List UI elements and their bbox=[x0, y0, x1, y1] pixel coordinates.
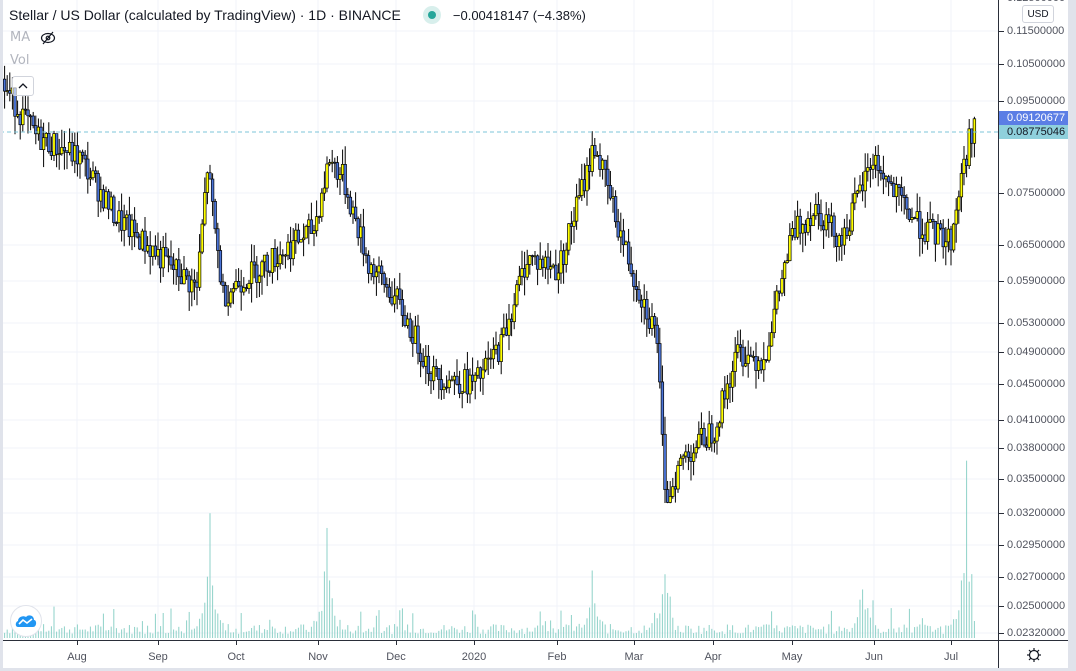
price-tick-mark bbox=[999, 245, 1004, 246]
right-scrollbar[interactable] bbox=[1068, 0, 1076, 671]
price-tick-mark bbox=[999, 352, 1004, 353]
price-tick-mark bbox=[999, 513, 1004, 514]
time-tick-mark bbox=[474, 641, 475, 645]
symbol-legend: Stellar / US Dollar (calculated by Tradi… bbox=[9, 6, 586, 24]
time-tick-label: Nov bbox=[308, 651, 328, 663]
price-tick-label: 0.07500000 bbox=[1007, 187, 1066, 199]
time-tick-mark bbox=[158, 641, 159, 645]
price-tick-mark bbox=[999, 31, 1004, 32]
time-tick-mark bbox=[713, 641, 714, 645]
price-tick-label: 0.06500000 bbox=[1007, 239, 1066, 251]
price-tick-label: 0.02320000 bbox=[1007, 627, 1066, 639]
ma-label: MA bbox=[10, 30, 31, 45]
time-tick-label: Jun bbox=[865, 651, 883, 663]
time-tick-mark bbox=[77, 641, 78, 645]
time-tick-mark bbox=[874, 641, 875, 645]
price-tick-label: 0.02500000 bbox=[1007, 600, 1066, 612]
volume-bars bbox=[1, 460, 975, 638]
price-tick-mark bbox=[999, 420, 1004, 421]
left-border bbox=[0, 0, 3, 671]
price-tick-label: 0.03200000 bbox=[1007, 507, 1066, 519]
price-badge: 0.09120677 bbox=[999, 111, 1069, 125]
price-tick-mark bbox=[999, 323, 1004, 324]
price-tick-mark bbox=[999, 633, 1004, 634]
price-tick-mark bbox=[999, 545, 1004, 546]
price-tick-label: 0.12500000 bbox=[1007, 0, 1065, 4]
price-tick-mark bbox=[999, 101, 1004, 102]
time-tick-label: May bbox=[781, 651, 803, 663]
price-axis[interactable]: USD 0.12500000 0.11500000 0.10500000 0.0950… bbox=[998, 0, 1069, 640]
tradingview-logo-button[interactable] bbox=[10, 605, 42, 637]
time-tick-label: Feb bbox=[547, 651, 567, 663]
price-tick-label: 0.05900000 bbox=[1007, 275, 1066, 287]
price-badge: 0.08775046 bbox=[999, 125, 1069, 139]
time-tick-label: Jul bbox=[943, 651, 959, 663]
collapse-legend-button[interactable] bbox=[12, 76, 34, 96]
price-tick-mark bbox=[999, 281, 1004, 282]
time-tick-mark bbox=[634, 641, 635, 645]
price-tick-label: 0.04900000 bbox=[1007, 346, 1066, 358]
price-tick-label: 0.10500000 bbox=[1007, 58, 1066, 70]
time-tick-label: Mar bbox=[624, 651, 644, 663]
ma-indicator-legend[interactable]: MA bbox=[10, 30, 56, 45]
price-tick-label: 0.03500000 bbox=[1007, 473, 1066, 485]
price-tick-label: 0.04100000 bbox=[1007, 414, 1066, 426]
price-tick-mark bbox=[999, 193, 1004, 194]
time-tick-mark bbox=[557, 641, 558, 645]
price-tick-mark bbox=[999, 479, 1004, 480]
candles bbox=[0, 65, 977, 504]
time-tick-mark bbox=[236, 641, 237, 645]
time-tick-label: Apr bbox=[704, 651, 722, 663]
cloud-chart-icon bbox=[15, 614, 37, 628]
time-tick-label: Oct bbox=[227, 651, 245, 663]
market-status-icon bbox=[422, 6, 441, 24]
time-tick-mark bbox=[318, 641, 319, 645]
price-tick-label: 0.03800000 bbox=[1007, 442, 1066, 454]
gear-icon bbox=[1026, 647, 1042, 663]
time-tick-label: Aug bbox=[67, 651, 87, 663]
time-tick-label: Sep bbox=[148, 651, 168, 663]
price-tick-label: 0.02950000 bbox=[1007, 539, 1066, 551]
price-tick-label: 0.02700000 bbox=[1007, 571, 1066, 583]
time-axis[interactable]: Aug Sep Oct Nov Dec 2020 Feb Mar Apr May Jun Jul bbox=[0, 640, 998, 669]
candlestick-chart[interactable] bbox=[0, 0, 998, 640]
price-tick-label: 0.04500000 bbox=[1007, 378, 1066, 390]
chart-pane[interactable]: Stellar / US Dollar (calculated by Tradi… bbox=[0, 0, 998, 640]
price-tick-mark bbox=[999, 384, 1004, 385]
time-tick-mark bbox=[396, 641, 397, 645]
price-tick-mark bbox=[999, 577, 1004, 578]
time-tick-mark bbox=[951, 641, 952, 645]
time-tick-label: Dec bbox=[386, 651, 406, 663]
chart-settings-button[interactable] bbox=[998, 640, 1069, 669]
price-tick-mark bbox=[999, 606, 1004, 607]
price-tick-label: 0.11500000 bbox=[1007, 25, 1065, 37]
bottom-border bbox=[0, 668, 1076, 671]
chevron-up-icon bbox=[18, 83, 28, 89]
price-tick-mark bbox=[999, 448, 1004, 449]
symbol-title[interactable]: Stellar / US Dollar (calculated by Tradi… bbox=[9, 7, 401, 23]
price-tick-mark bbox=[999, 64, 1004, 65]
currency-button[interactable]: USD bbox=[1022, 5, 1054, 23]
price-tick-label: 0.09500000 bbox=[1007, 95, 1066, 107]
price-tick-label: 0.05300000 bbox=[1007, 317, 1066, 329]
eye-crossed-icon[interactable] bbox=[40, 31, 56, 45]
price-change: −0.00418147 (−4.38%) bbox=[452, 7, 586, 23]
volume-indicator-legend[interactable]: Vol bbox=[10, 53, 30, 68]
time-tick-mark bbox=[792, 641, 793, 645]
time-tick-label: 2020 bbox=[461, 651, 487, 663]
